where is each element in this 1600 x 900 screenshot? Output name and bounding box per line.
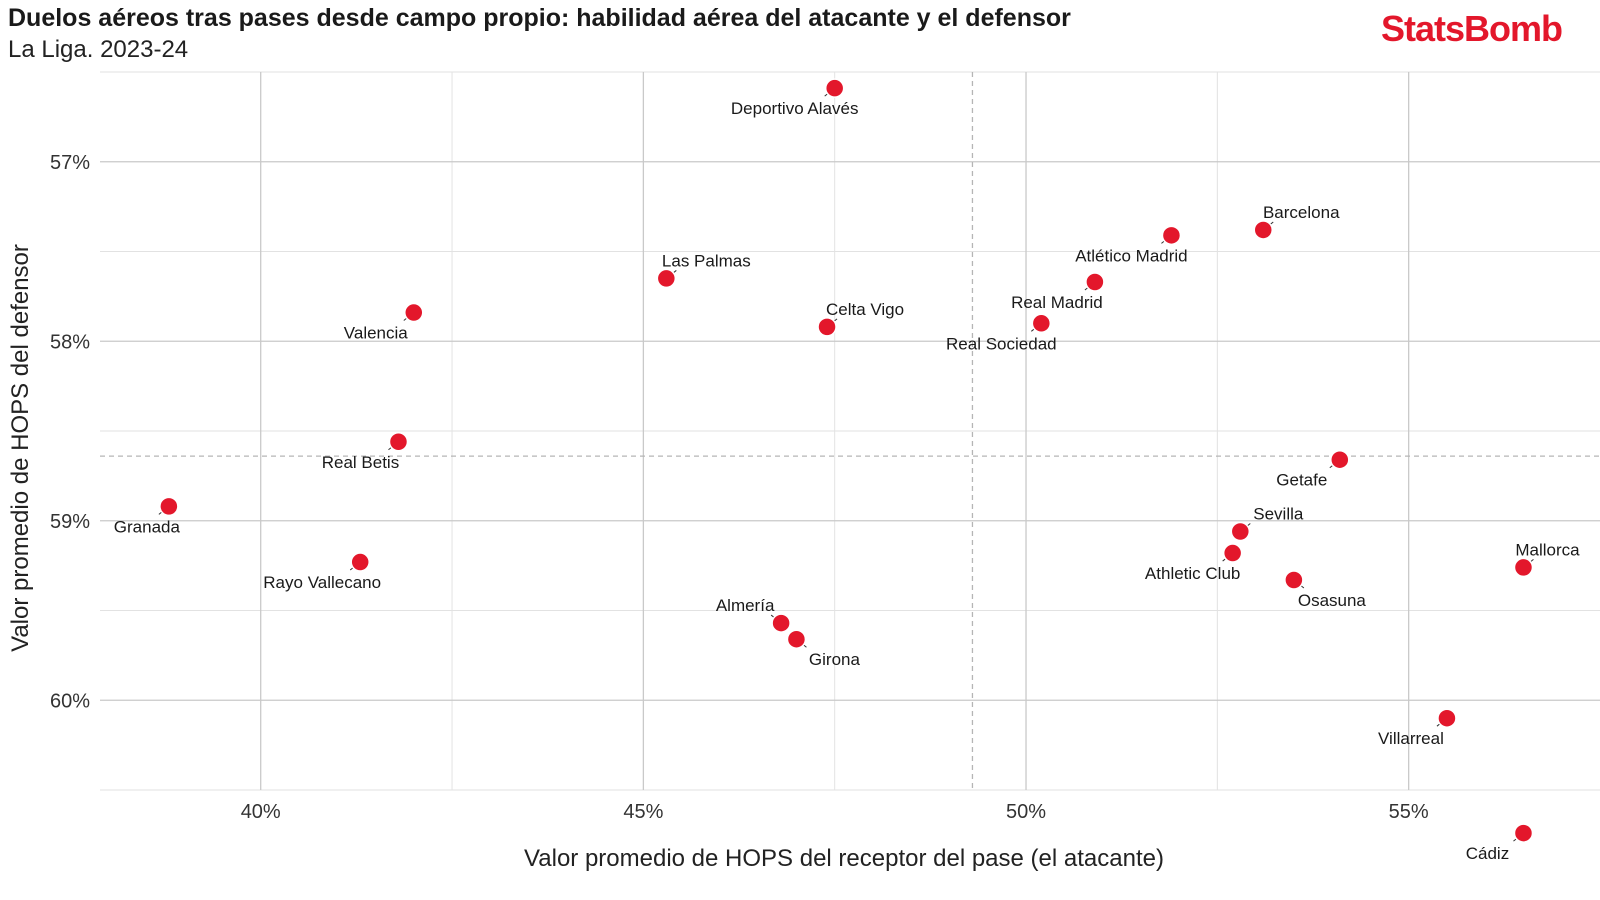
team-label: Almería: [716, 596, 775, 615]
team-point: [771, 613, 791, 633]
team-point: [1222, 543, 1243, 563]
y-axis-ticks: 57% 58% 59% 60%: [50, 152, 90, 713]
statsbomb-logo: StatsBomb: [1380, 8, 1563, 49]
chart-subtitle: La Liga. 2023-24: [8, 36, 189, 63]
team-point: [1230, 521, 1251, 542]
team-label: Deportivo Alavés: [731, 99, 859, 118]
team-point: [656, 268, 677, 289]
team-label: Real Madrid: [1011, 293, 1103, 312]
team-point: [1085, 272, 1105, 292]
team-point: [1161, 225, 1182, 246]
x-tick-label: 50%: [1006, 801, 1046, 823]
y-tick-label: 57%: [50, 152, 90, 174]
x-axis-ticks: 40% 45% 50% 55%: [241, 801, 1429, 823]
team-label: Villarreal: [1378, 729, 1444, 748]
team-label: Real Betis: [322, 453, 399, 472]
team-label: Girona: [809, 650, 861, 669]
team-point: [786, 629, 807, 649]
team-point: [1437, 708, 1457, 728]
data-points: [159, 78, 1534, 843]
team-label: Osasuna: [1298, 591, 1367, 610]
y-axis-title: Valor promedio de HOPS del defensor: [7, 244, 34, 652]
chart-title: Duelos aéreos tras pases desde campo pro…: [8, 4, 1071, 32]
team-label: Granada: [114, 517, 181, 536]
team-label: Valencia: [344, 324, 408, 343]
team-point: [1513, 823, 1534, 843]
team-point: [404, 302, 424, 323]
reference-lines: [100, 72, 1600, 790]
team-point: [159, 496, 179, 517]
team-point: [1330, 449, 1350, 470]
team-point: [1513, 557, 1534, 578]
team-point: [1253, 220, 1274, 240]
team-label: Real Sociedad: [946, 334, 1057, 353]
y-tick-label: 58%: [50, 331, 90, 353]
team-point: [1284, 570, 1304, 590]
y-tick-label: 60%: [50, 690, 90, 712]
point-labels: Deportivo Alavés Barcelona Atlético Madrid…: [114, 99, 1580, 863]
team-label: Cádiz: [1466, 844, 1509, 863]
team-point: [824, 78, 845, 98]
team-point: [1031, 313, 1052, 334]
y-tick-label: 59%: [50, 511, 90, 533]
team-label: Sevilla: [1253, 505, 1304, 524]
x-tick-label: 45%: [623, 801, 663, 823]
team-label: Mallorca: [1515, 540, 1580, 559]
team-label: Celta Vigo: [826, 300, 904, 319]
team-label: Athletic Club: [1145, 564, 1240, 583]
team-label: Barcelona: [1263, 203, 1340, 222]
x-tick-label: 40%: [241, 801, 281, 823]
x-tick-label: 55%: [1389, 801, 1429, 823]
team-point: [388, 432, 409, 452]
team-label: Atlético Madrid: [1075, 246, 1187, 265]
team-label: Rayo Vallecano: [263, 573, 381, 592]
x-axis-title: Valor promedio de HOPS del receptor del …: [524, 845, 1164, 872]
team-point: [350, 552, 370, 572]
team-label: Getafe: [1276, 471, 1327, 490]
team-point: [817, 317, 837, 337]
grid-layer: [100, 71, 1600, 791]
team-label: Las Palmas: [662, 251, 751, 270]
